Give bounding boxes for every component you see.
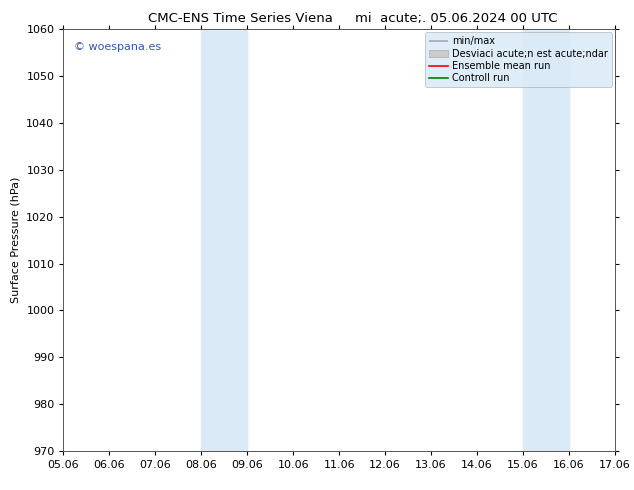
- Y-axis label: Surface Pressure (hPa): Surface Pressure (hPa): [11, 177, 21, 303]
- Text: CMC-ENS Time Series Viena: CMC-ENS Time Series Viena: [148, 12, 333, 25]
- Text: mi  acute;. 05.06.2024 00 UTC: mi acute;. 05.06.2024 00 UTC: [355, 12, 558, 25]
- Legend: min/max, Desviaci acute;n est acute;ndar, Ensemble mean run, Controll run: min/max, Desviaci acute;n est acute;ndar…: [425, 32, 612, 87]
- Text: © woespana.es: © woespana.es: [74, 42, 162, 52]
- Bar: [523, 29, 569, 451]
- Bar: [202, 29, 247, 451]
